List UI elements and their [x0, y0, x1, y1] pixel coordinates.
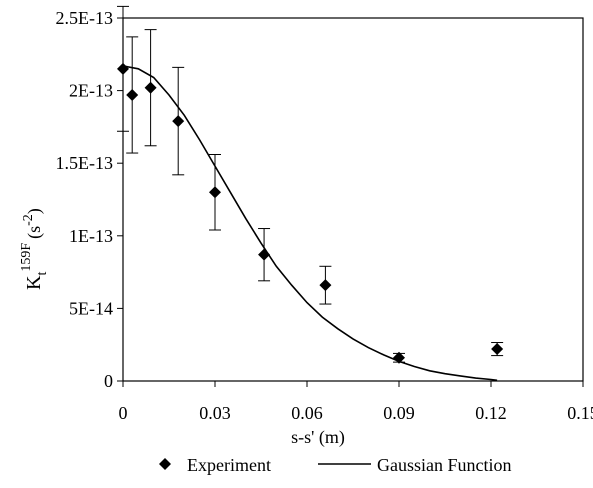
y-axis-label: Kt159F (s-2) — [19, 208, 50, 290]
experiment-point — [258, 248, 271, 261]
experiment-point — [144, 81, 157, 94]
y-tick-label: 0 — [104, 371, 113, 391]
x-tick-label: 0.06 — [291, 403, 323, 423]
experiment-point — [126, 88, 139, 101]
experiment-point — [319, 279, 332, 292]
y-axis-ticks: 0 5E-14 1E-13 1.5E-13 2E-13 2.5E-13 — [56, 8, 123, 391]
experiment-series — [117, 5, 504, 364]
x-tick-label: 0.12 — [475, 403, 507, 423]
plot-border — [122, 17, 584, 382]
legend-label-experiment: Experiment — [187, 455, 271, 475]
x-axis-ticks: 0 0.03 0.06 0.09 0.12 0.15 — [119, 381, 593, 423]
experiment-point — [393, 351, 405, 364]
x-tick-label: 0.03 — [199, 403, 231, 423]
legend: Experiment Gaussian Function — [159, 455, 512, 475]
experiment-point — [172, 115, 185, 128]
x-tick-label: 0.09 — [383, 403, 415, 423]
experiment-point — [209, 186, 221, 199]
legend-label-gaussian: Gaussian Function — [377, 455, 512, 475]
x-axis-label: s-s' (m) — [291, 427, 345, 448]
y-label-unit-open: (s — [24, 226, 45, 239]
y-label-base: K — [23, 275, 45, 290]
y-label-superscript: 159F — [19, 243, 34, 272]
legend-marker-experiment — [159, 458, 171, 470]
y-label-unit-power: -2 — [21, 214, 36, 226]
experiment-point — [491, 343, 504, 356]
y-tick-label: 1.5E-13 — [56, 153, 114, 173]
x-tick-label: 0.15 — [567, 403, 593, 423]
y-tick-label: 2E-13 — [69, 81, 113, 101]
gaussian-line — [122, 65, 498, 382]
gaussian-series — [122, 65, 498, 382]
experiment-point — [117, 62, 129, 75]
x-tick-label: 0 — [119, 403, 128, 423]
y-tick-label: 1E-13 — [69, 226, 113, 246]
y-label-unit-close: ) — [24, 208, 45, 214]
y-label-subscript: t — [35, 272, 50, 276]
plot-frame — [122, 17, 584, 382]
y-tick-label: 5E-14 — [69, 298, 113, 318]
y-tick-label: 2.5E-13 — [56, 8, 114, 28]
